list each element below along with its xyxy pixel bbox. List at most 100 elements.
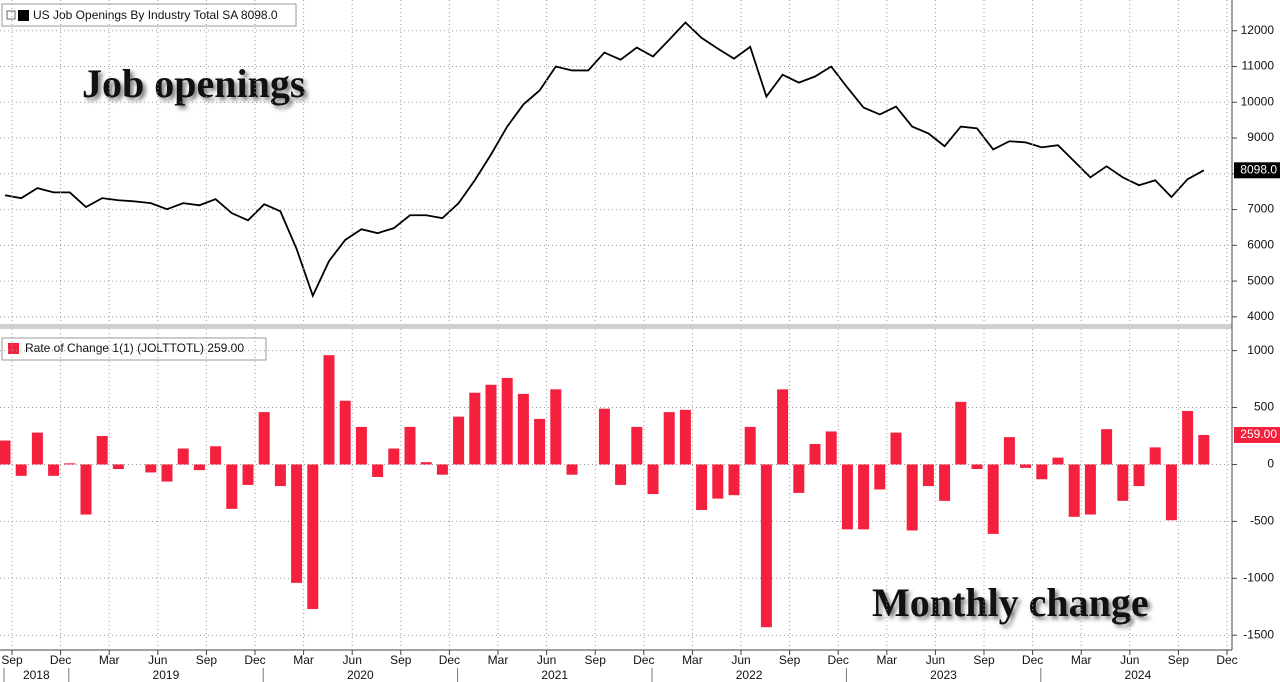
- bar: [15, 464, 27, 476]
- x-tick-label: Dec: [50, 653, 71, 667]
- bar: [939, 464, 951, 501]
- bar: [517, 393, 529, 465]
- last-value-badge: [1234, 426, 1280, 443]
- bar: [226, 464, 238, 509]
- bar: [1068, 464, 1080, 517]
- bar: [1003, 437, 1015, 465]
- bar: [96, 436, 108, 465]
- bar: [1198, 434, 1210, 465]
- bar: [307, 464, 319, 610]
- bar: [760, 464, 772, 628]
- bar: [242, 464, 254, 485]
- bar: [372, 464, 384, 477]
- bar: [598, 408, 610, 465]
- bar: [0, 440, 11, 465]
- bar: [744, 426, 756, 465]
- bar: [987, 464, 999, 534]
- bar: [1182, 410, 1194, 465]
- bar: [291, 464, 303, 583]
- last-value-label: 8098.0: [1240, 162, 1277, 176]
- bar: [906, 464, 918, 531]
- x-tick-label: Jun: [343, 653, 362, 667]
- year-label: 2021: [541, 668, 568, 682]
- x-tick-label: Jun: [926, 653, 945, 667]
- y-tick-label: -500: [1250, 514, 1274, 528]
- bar: [890, 432, 902, 465]
- bar: [1117, 464, 1129, 501]
- y-tick-label: 10000: [1241, 94, 1275, 108]
- x-tick-label: Mar: [99, 653, 120, 667]
- y-tick-label: 12000: [1241, 23, 1275, 37]
- annotation: Job openings: [82, 61, 305, 106]
- year-label: 2019: [153, 668, 180, 682]
- last-value-label: 259.00: [1240, 427, 1277, 441]
- bar: [712, 464, 724, 499]
- bar: [1036, 464, 1048, 480]
- bar: [80, 464, 92, 515]
- x-tick-label: Dec: [439, 653, 460, 667]
- x-tick-label: Sep: [196, 653, 218, 667]
- bar: [663, 412, 675, 465]
- bar: [193, 464, 205, 471]
- bar: [825, 431, 837, 465]
- bar: [841, 464, 853, 530]
- bar: [339, 400, 351, 465]
- x-tick-label: Sep: [973, 653, 995, 667]
- y-tick-label: 11000: [1242, 59, 1275, 73]
- x-tick-label: Dec: [1022, 653, 1043, 667]
- bar: [550, 389, 562, 465]
- y-tick-label: 500: [1254, 400, 1274, 414]
- x-tick-label: Sep: [1, 653, 23, 667]
- bar: [1101, 429, 1113, 465]
- legend-swatch: [18, 10, 29, 21]
- bar: [1165, 464, 1177, 521]
- bar: [971, 464, 983, 470]
- bar: [485, 384, 497, 465]
- legend-toggle: [6, 10, 16, 20]
- annotation: Monthly change: [872, 580, 1149, 625]
- bar: [1149, 447, 1161, 465]
- x-tick-label: Sep: [390, 653, 412, 667]
- bar: [858, 464, 870, 530]
- legend-label: US Job Openings By Industry Total SA 809…: [33, 8, 278, 22]
- bar: [1020, 464, 1032, 468]
- bar: [566, 464, 578, 475]
- bar: [210, 446, 222, 465]
- year-label: 2024: [1125, 668, 1152, 682]
- bar: [793, 464, 805, 493]
- bar: [809, 443, 821, 465]
- bar: [355, 426, 367, 465]
- bar: [48, 464, 60, 476]
- bar: [453, 416, 465, 465]
- legend-box: [1, 3, 297, 27]
- year-label: 2018: [23, 668, 50, 682]
- y-tick-label: 9000: [1247, 130, 1274, 144]
- x-tick-label: Mar: [488, 653, 509, 667]
- bar: [64, 463, 76, 465]
- bar: [501, 377, 513, 465]
- bar: [955, 401, 967, 465]
- x-tick-label: Jun: [731, 653, 750, 667]
- bar: [112, 464, 124, 470]
- x-tick-label: Sep: [779, 653, 801, 667]
- x-tick-label: Mar: [1071, 653, 1092, 667]
- bar: [258, 412, 270, 465]
- bar: [420, 462, 432, 465]
- bar: [1052, 457, 1064, 465]
- bar: [679, 409, 691, 465]
- x-tick-label: Jun: [537, 653, 556, 667]
- bar: [469, 392, 481, 465]
- y-tick-label: 4000: [1247, 309, 1274, 323]
- x-tick-label: Mar: [682, 653, 703, 667]
- y-tick-label: 6000: [1247, 237, 1274, 251]
- bar: [436, 464, 448, 475]
- bar: [388, 448, 400, 465]
- legend-label: Rate of Change 1(1) (JOLTTOTL) 259.00: [25, 341, 244, 355]
- panel-divider: [0, 324, 1232, 329]
- y-tick-label: -1000: [1243, 570, 1274, 584]
- y-tick-label: 0: [1267, 457, 1274, 471]
- x-tick-label: Sep: [1168, 653, 1190, 667]
- bar: [145, 464, 157, 473]
- y-tick-label: -1500: [1243, 627, 1274, 641]
